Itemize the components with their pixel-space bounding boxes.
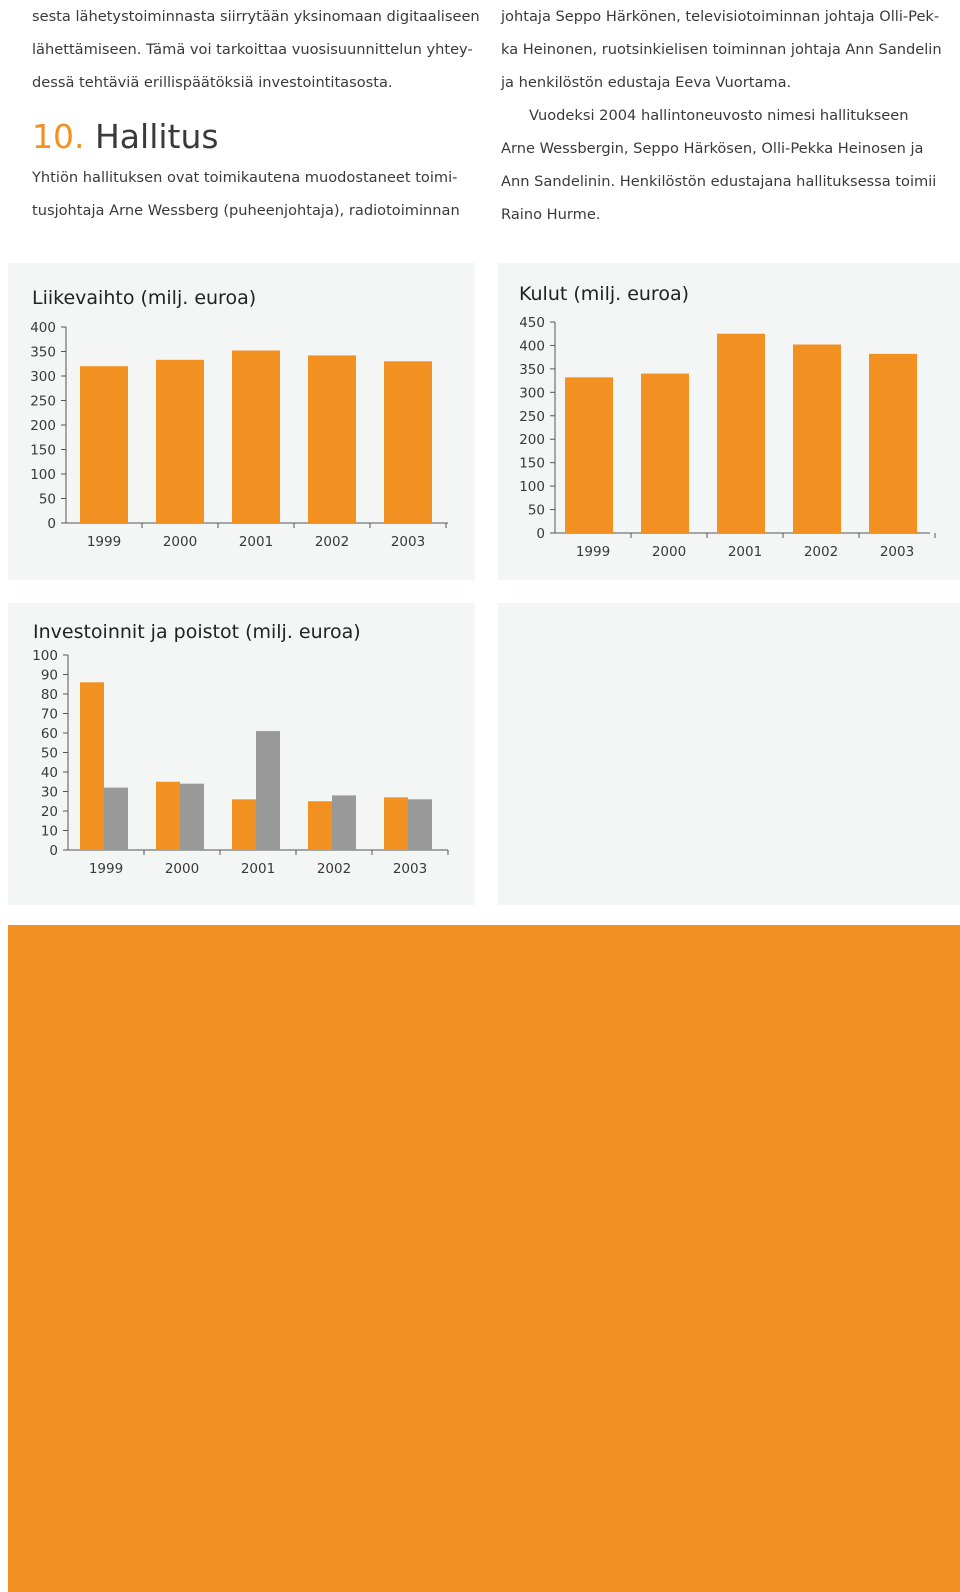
bar-2002-series-1	[308, 355, 356, 523]
y-tick-label: 0	[47, 516, 56, 532]
body-line: dessä tehtäviä erillispäätöksiä investoi…	[32, 74, 393, 91]
bar-2001-series-2	[256, 731, 280, 850]
y-tick-label: 300	[30, 369, 56, 385]
y-tick-label: 40	[41, 765, 58, 781]
chart-title: Liikevaihto (milj. euroa)	[32, 287, 257, 309]
chart-panel-liikevaihto: Liikevaihto (milj. euroa) 400 350 300 250 20…	[8, 263, 475, 580]
x-tick-label: 1999	[87, 534, 121, 550]
body-line: Vuodeksi 2004 hallintoneuvosto nimesi ha…	[529, 107, 909, 124]
bar-2001-series-1	[717, 333, 765, 533]
bar-2003-series-1	[869, 353, 917, 533]
bar-2003-series-1	[384, 361, 432, 523]
y-tick-label: 50	[41, 746, 58, 762]
body-line: ja henkilöstön edustaja Eeva Vuortama.	[501, 74, 792, 91]
x-tick-label: 2000	[163, 534, 197, 550]
bar-2001-series-1	[232, 350, 280, 523]
bar-1999-series-1	[80, 366, 128, 523]
bar-1999-series-1	[565, 377, 613, 533]
chart-title: Kulut (milj. euroa)	[519, 283, 690, 305]
x-tick-label: 2003	[880, 544, 914, 560]
x-tick-label: 2000	[652, 544, 686, 560]
y-tick-label: 150	[519, 456, 545, 472]
text-column-right: johtaja Seppo Härkönen, televisiotoiminn…	[501, 0, 942, 231]
section-heading: 10. Hallitus	[32, 119, 472, 155]
y-tick-label: 200	[519, 432, 545, 448]
y-tick-label: 250	[519, 409, 545, 425]
y-tick-label: 400	[519, 338, 545, 354]
x-tick-label: 2001	[728, 544, 762, 560]
x-tick-label: 2003	[393, 861, 427, 877]
bar-2000-series-1	[156, 359, 204, 523]
body-line: ka Heinonen, ruotsinkielisen toiminnan j…	[501, 41, 942, 58]
y-tick-label: 50	[528, 503, 545, 519]
y-tick-label: 90	[41, 668, 58, 684]
y-tick-label: 50	[39, 492, 56, 508]
body-line: Yhtiön hallituksen ovat toimikautena muo…	[32, 169, 458, 186]
x-tick-label: 2003	[391, 534, 425, 550]
chart-liikevaihto: 400 350 300 250 200 150 100 50 0 1999 2000 2001 2002…	[30, 320, 448, 550]
bar-2002-series-2	[332, 795, 356, 850]
y-tick-label: 30	[41, 785, 58, 801]
bar-1999-series-2	[104, 787, 128, 850]
y-tick-label: 80	[41, 687, 58, 703]
bar-2000-series-1	[156, 781, 180, 850]
x-tick-label: 2001	[239, 534, 273, 550]
chart-title: Investoinnit ja poistot (milj. euroa)	[33, 621, 361, 643]
bar-2003-series-2	[408, 799, 432, 850]
body-line: sesta lähetystoiminnasta siirrytään yksi…	[32, 8, 480, 25]
body-line: Raino Hurme.	[501, 206, 601, 223]
body-line: lähettämiseen. Tämä voi tarkoittaa vuosi…	[32, 41, 473, 58]
body-line: Arne Wessbergin, Seppo Härkösen, Olli-Pe…	[501, 140, 924, 157]
y-tick-label: 70	[41, 707, 58, 723]
body-line: johtaja Seppo Härkönen, televisiotoiminn…	[501, 8, 940, 25]
section-number: 10.	[32, 117, 85, 156]
y-tick-label: 250	[30, 394, 56, 410]
y-tick-label: 450	[519, 315, 545, 331]
y-tick-label: 20	[41, 804, 58, 820]
bar-2003-series-1	[384, 797, 408, 850]
y-tick-label: 300	[519, 385, 545, 401]
y-tick-label: 100	[32, 648, 58, 664]
bar-2002-series-1	[793, 344, 841, 533]
chart-kulut: 450 400 350 300 250 200 150 100 50 0 1999 2000 2001 2…	[519, 315, 936, 560]
x-tick-label: 1999	[89, 861, 123, 877]
y-tick-label: 350	[30, 345, 56, 361]
y-tick-label: 350	[519, 362, 545, 378]
empty-panel	[498, 603, 960, 905]
x-tick-label: 2002	[317, 861, 351, 877]
bar-2000-series-1	[641, 373, 689, 533]
x-tick-label: 1999	[576, 544, 610, 560]
text-column-left: sesta lähetystoiminnasta siirrytään yksi…	[32, 0, 480, 227]
chart-panel-investoinnit: Investoinnit ja poistot (milj. euroa) 10…	[8, 603, 475, 905]
y-tick-label: 60	[41, 726, 58, 742]
y-tick-label: 0	[49, 843, 58, 859]
bar-2002-series-1	[308, 801, 332, 850]
y-tick-label: 100	[519, 479, 545, 495]
x-tick-label: 2001	[241, 861, 275, 877]
x-tick-label: 2002	[804, 544, 838, 560]
y-tick-label: 100	[30, 467, 56, 483]
body-line: Ann Sandelinin. Henkilöstön edustajana h…	[501, 173, 937, 190]
body-line: tusjohtaja Arne Wessberg (puheenjohtaja)…	[32, 202, 460, 219]
x-tick-label: 2002	[315, 534, 349, 550]
y-tick-label: 150	[30, 443, 56, 459]
y-tick-label: 400	[30, 320, 56, 336]
y-tick-label: 0	[536, 526, 545, 542]
bar-2001-series-1	[232, 799, 256, 850]
bar-2000-series-2	[180, 783, 204, 850]
y-tick-label: 10	[41, 824, 58, 840]
bar-1999-series-1	[80, 682, 104, 850]
section-title: Hallitus	[94, 117, 219, 156]
y-tick-label: 200	[30, 418, 56, 434]
x-tick-label: 2000	[165, 861, 199, 877]
orange-block	[8, 925, 960, 1592]
chart-panel-kulut: Kulut (milj. euroa) 450 400 350 300 250 200 15…	[498, 263, 960, 580]
